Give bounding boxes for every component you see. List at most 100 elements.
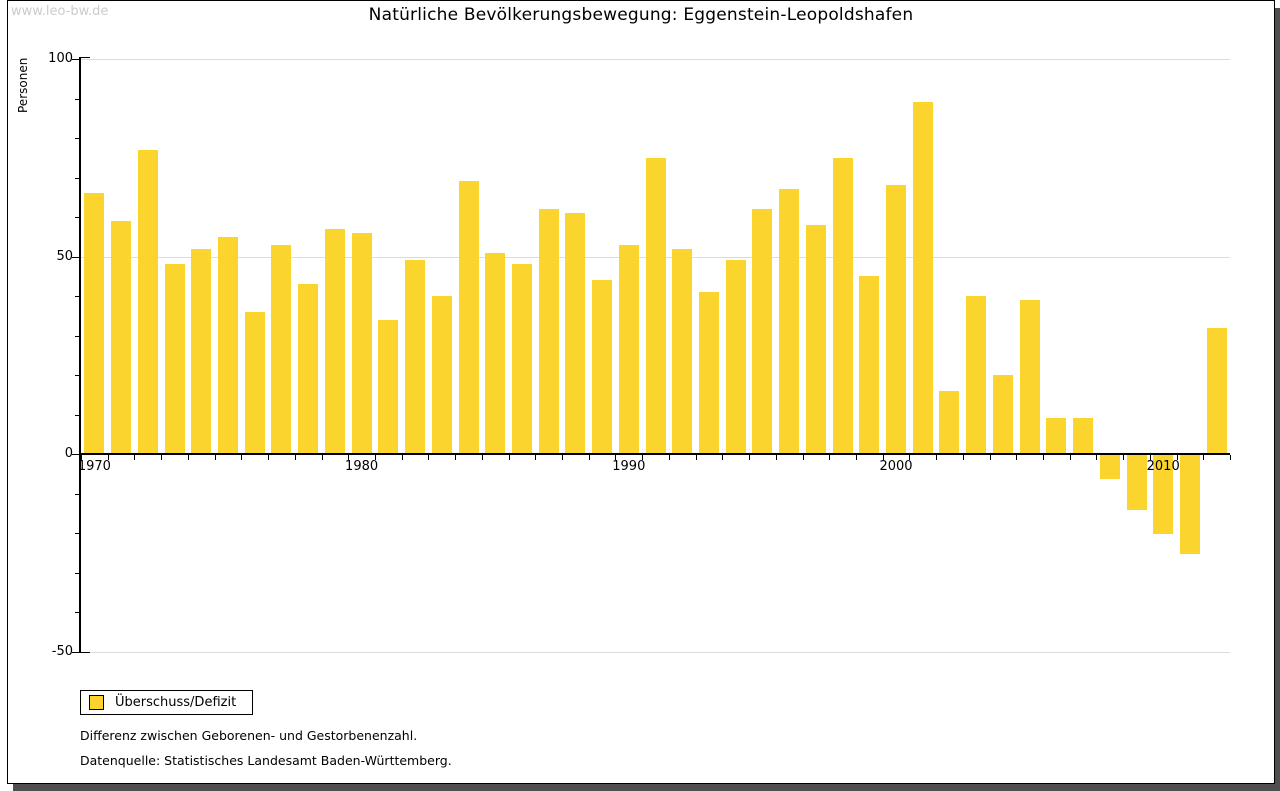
bar-2005	[1019, 299, 1040, 454]
x-tick-16	[508, 455, 510, 460]
bar-1990	[618, 244, 639, 454]
legend-swatch-icon	[89, 695, 104, 710]
x-tick-7	[268, 455, 269, 460]
bar-2000	[886, 185, 906, 454]
x-tick-38	[1096, 455, 1098, 460]
x-tick-9	[321, 455, 323, 460]
bar-1996	[779, 189, 800, 454]
y-tick-0	[72, 454, 79, 455]
x-tick-20	[615, 455, 617, 460]
y-axis-bottom-cap	[81, 652, 90, 653]
x-tick-label-1970: 1970	[77, 459, 111, 474]
x-tick-34	[989, 455, 991, 460]
x-tick-41	[1176, 455, 1178, 460]
y-minor-tick-90	[75, 98, 79, 100]
x-tick-12	[401, 455, 403, 460]
bar-2012	[1206, 327, 1227, 454]
x-tick-6	[241, 455, 243, 460]
bar-1982	[405, 260, 425, 454]
chart-frame: www.leo-bw.de Natürliche Bevölkerungsbew…	[7, 0, 1275, 784]
bar-1976	[244, 311, 265, 454]
bar-1991	[645, 157, 666, 455]
x-tick-17	[535, 455, 537, 460]
bar-2010	[1153, 455, 1174, 534]
x-tick-label-2000: 2000	[879, 459, 913, 474]
x-tick-28	[829, 455, 831, 460]
x-tick-25	[749, 455, 750, 460]
chart-title: Natürliche Bevölkerungsbewegung: Eggenst…	[368, 5, 914, 25]
y-minor-tick--10	[75, 493, 79, 495]
plot-area: 100 50 0 -50 1970 1980 1990 2000 2010	[48, 51, 1231, 659]
y-minor-tick-60	[75, 217, 79, 218]
bar-2007	[1073, 418, 1093, 454]
gridline--50	[81, 651, 1230, 653]
bar-1993	[698, 292, 719, 454]
bar-1987	[538, 209, 559, 454]
bar-1980	[351, 232, 372, 454]
x-tick-label-1980: 1980	[345, 459, 379, 474]
bar-1974	[191, 248, 212, 454]
x-tick-24	[722, 455, 724, 460]
x-tick-22	[668, 455, 670, 460]
x-tick-23	[695, 455, 697, 460]
bar-2008	[1099, 455, 1120, 479]
x-tick-label-1990: 1990	[612, 459, 646, 474]
y-tick-label-50: 50	[56, 248, 73, 264]
y-tick-label-100: 100	[48, 51, 73, 66]
bar-1983	[431, 296, 452, 454]
bar-1989	[592, 280, 613, 454]
y-tick--50	[72, 651, 79, 653]
bar-1988	[565, 213, 586, 454]
bar-2009	[1126, 455, 1147, 511]
x-tick-0	[81, 455, 82, 460]
x-tick-3	[161, 455, 163, 460]
x-tick-26	[775, 455, 777, 460]
bar-1972	[137, 149, 158, 454]
bar-1977	[271, 244, 292, 454]
x-tick-42	[1203, 455, 1205, 460]
bar-1995	[752, 209, 773, 454]
bar-1992	[672, 248, 693, 454]
y-minor-tick--20	[75, 533, 79, 534]
x-tick-40	[1149, 455, 1151, 460]
x-tick-10	[348, 455, 350, 460]
watermark: www.leo-bw.de	[11, 4, 109, 19]
bar-1999	[859, 276, 880, 455]
x-tick-43	[1230, 455, 1231, 460]
x-tick-33	[962, 455, 964, 460]
y-axis-top-cap	[81, 57, 90, 58]
x-tick-30	[882, 455, 884, 460]
bar-2003	[966, 296, 987, 454]
bar-2006	[1046, 418, 1067, 454]
bar-1981	[378, 319, 399, 454]
bar-1973	[164, 264, 185, 454]
y-minor-tick--30	[75, 572, 79, 574]
x-tick-4	[187, 455, 189, 460]
x-tick-13	[428, 455, 430, 460]
bar-1997	[805, 224, 826, 454]
x-tick-15	[481, 455, 483, 460]
x-tick-35	[1016, 455, 1018, 460]
legend: Überschuss/Defizit	[80, 690, 254, 715]
x-tick-21	[642, 455, 644, 460]
y-minor-tick-80	[75, 138, 79, 139]
bar-2004	[992, 375, 1013, 454]
y-tick-100	[72, 59, 79, 60]
x-tick-18	[562, 455, 563, 460]
x-tick-27	[802, 455, 804, 460]
y-axis	[79, 57, 81, 653]
x-tick-36	[1043, 455, 1044, 460]
bar-2002	[939, 390, 960, 454]
y-tick-label--50: -50	[51, 643, 73, 659]
bar-1978	[298, 284, 319, 454]
bar-1984	[458, 181, 479, 454]
footnote-source: Datenquelle: Statistisches Landesamt Bad…	[80, 753, 452, 768]
x-tick-label-2010: 2010	[1146, 459, 1180, 474]
bar-1970	[84, 193, 105, 454]
y-minor-tick-10	[75, 414, 79, 416]
x-tick-2	[134, 455, 136, 460]
bar-1971	[111, 220, 132, 454]
bar-1975	[218, 236, 238, 455]
x-axis	[79, 453, 1230, 455]
bar-2011	[1179, 455, 1200, 554]
